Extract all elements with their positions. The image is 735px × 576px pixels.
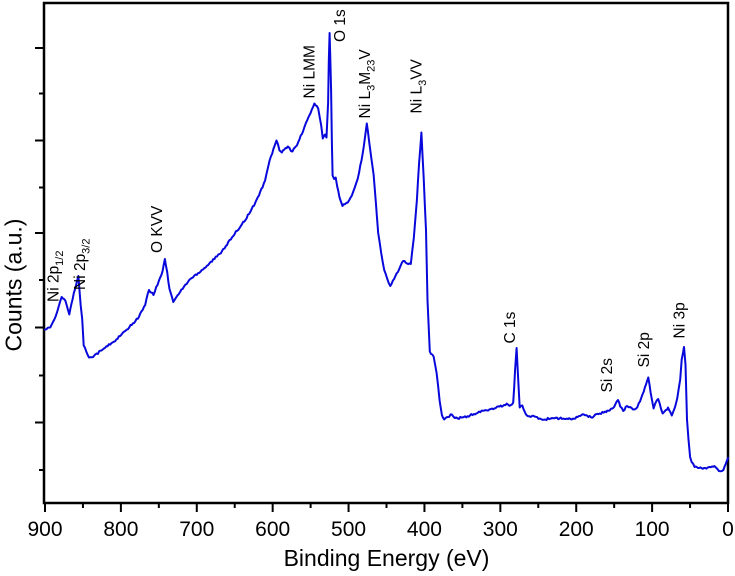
peak-label-segment: 3 <box>417 80 429 86</box>
peak-label-segment: O KVV <box>149 205 166 253</box>
peak-label-o-kvv: O KVV <box>149 205 166 253</box>
peak-label-segment: Ni L <box>408 86 425 114</box>
peak-label-segment: 1/2 <box>54 251 66 266</box>
peak-label-segment: 23 <box>365 60 377 72</box>
peak-label-segment: Si 2p <box>636 332 653 367</box>
peak-label-ni-2p-3-2: Ni 2p3/2 <box>72 239 93 290</box>
peak-label-segment: O 1s <box>332 9 349 42</box>
peak-label-ni-3p: Ni 3p <box>672 302 689 338</box>
peak-label-ni-l3m23v: Ni L3M23V <box>357 49 378 119</box>
peak-label-segment: Ni LMM <box>301 45 318 98</box>
peak-label-ni-l3vv: Ni L3VV <box>408 58 429 113</box>
peak-label-segment: M <box>357 72 374 85</box>
peak-label-segment: Ni L <box>357 91 374 119</box>
x-tick-label: 900 <box>27 518 62 541</box>
peak-label-segment: Ni 2p <box>46 266 63 302</box>
x-tick-label: 500 <box>331 518 366 541</box>
x-axis-title: Binding Energy (eV) <box>283 545 490 571</box>
peak-label-segment: Ni 2p <box>72 254 89 290</box>
peak-label-segment: V <box>357 49 374 60</box>
x-tick-label: 600 <box>255 518 290 541</box>
peak-label-segment: Ni 3p <box>672 302 689 338</box>
peak-label-segment: 3/2 <box>81 239 93 254</box>
x-tick-label: 300 <box>483 518 518 541</box>
x-tick-label: 0 <box>722 518 734 541</box>
peak-label-c-1s: C 1s <box>502 311 519 343</box>
x-tick-label: 800 <box>103 518 138 541</box>
x-tick-label: 700 <box>179 518 214 541</box>
peak-label-ni-2p-1-2: Ni 2p1/2 <box>46 251 66 302</box>
y-axis-title: Counts (a.u.) <box>0 218 27 352</box>
plot-frame <box>42 1 730 505</box>
peak-label-ni-lmm: Ni LMM <box>301 45 318 98</box>
peak-label-si-2s: Si 2s <box>599 358 616 393</box>
peak-label-si-2p: Si 2p <box>636 332 653 367</box>
peak-label-segment: Si 2s <box>599 358 616 393</box>
x-tick-label: 400 <box>407 518 442 541</box>
peak-label-segment: 3 <box>365 85 377 91</box>
x-tick-label: 200 <box>559 518 594 541</box>
peak-label-segment: C 1s <box>502 311 519 343</box>
x-tick-label: 100 <box>635 518 670 541</box>
peak-label-segment: VV <box>408 58 425 79</box>
peak-label-o-1s: O 1s <box>332 9 349 42</box>
spectrum-curve <box>44 32 729 473</box>
